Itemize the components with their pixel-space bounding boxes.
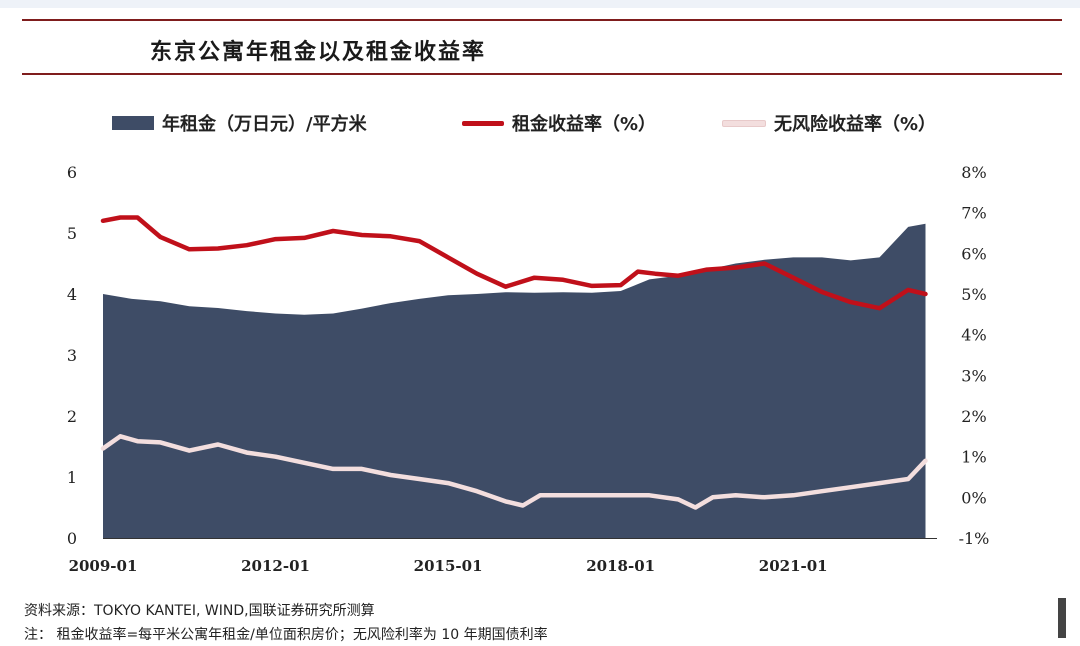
title-rule	[22, 73, 1062, 75]
x-tick-label: 2009-01	[69, 557, 138, 575]
footer-source: 资料来源：TOKYO KANTEI, WIND,国联证券研究所测算	[24, 603, 375, 619]
page-corner-mark	[1058, 598, 1066, 638]
series-line-rent-yield	[100, 215, 928, 311]
x-tick-label: 2018-01	[586, 557, 655, 575]
y-right-tick-label: 4%	[961, 326, 986, 345]
legend-item-area: 年租金（万日元）/平方米	[112, 110, 367, 136]
y-left-tick-label: 0	[67, 529, 77, 548]
y-right-tick-label: 2%	[961, 407, 986, 426]
legend-swatch-area	[112, 116, 154, 130]
series-line-riskfree	[100, 434, 928, 510]
y-right-tick-label: 3%	[961, 366, 986, 385]
x-tick-label: 2015-01	[414, 557, 483, 575]
y-left-tick-label: 1	[67, 468, 77, 487]
y-left-tick-label: 5	[67, 224, 77, 243]
legend-swatch-rent-yield	[462, 120, 504, 126]
y-left-tick-label: 4	[67, 285, 77, 304]
y-left-tick-label: 3	[67, 346, 77, 365]
y-left-tick-label: 6	[67, 163, 77, 182]
y-right-tick-label: 6%	[961, 244, 986, 263]
y-right-tick-label: 1%	[961, 448, 986, 467]
y-right-tick-label: -1%	[959, 529, 990, 548]
series-area-rent	[103, 223, 926, 539]
top-band	[0, 0, 1080, 8]
y-right-tick-label: 5%	[961, 285, 986, 304]
y-right-tick-label: 8%	[961, 163, 986, 182]
chart-plot: 0 1 2 3 4 5 6 -1% 0% 1% 2% 3% 4% 5% 6% 7% 8% 2009-01 2012-…	[67, 163, 990, 575]
legend-label-riskfree: 无风险收益率（%）	[774, 114, 937, 135]
chart-title: 东京公寓年租金以及租金收益率	[150, 40, 487, 65]
y-right-tick-label: 7%	[961, 204, 986, 223]
chart-legend: 年租金（万日元）/平方米 租金收益率（%） 无风险收益率（%）	[0, 110, 1080, 140]
legend-label-area: 年租金（万日元）/平方米	[162, 114, 367, 135]
legend-item-riskfree: 无风险收益率（%）	[722, 110, 936, 136]
footer-note: 注： 租金收益率=每平米公寓年租金/单位面积房价；无风险利率为 10 年期国债利…	[24, 627, 548, 643]
y-right-tick-label: 0%	[961, 488, 986, 507]
top-rule	[22, 19, 1062, 21]
legend-label-rent-yield: 租金收益率（%）	[512, 114, 657, 135]
legend-swatch-riskfree	[722, 119, 766, 127]
x-tick-label: 2021-01	[759, 557, 828, 575]
x-tick-label: 2012-01	[241, 557, 310, 575]
y-left-tick-label: 2	[67, 407, 77, 426]
legend-item-rent-yield: 租金收益率（%）	[462, 110, 656, 136]
